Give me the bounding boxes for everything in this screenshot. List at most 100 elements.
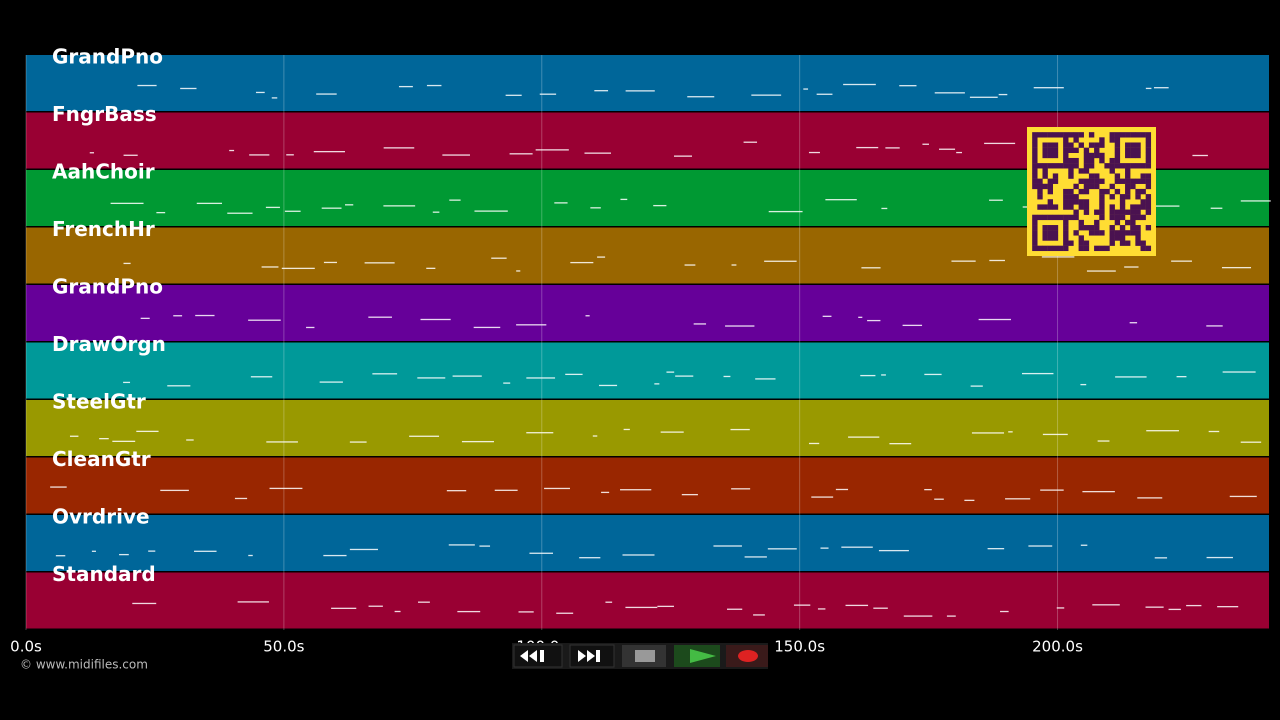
qr-module: [1047, 183, 1053, 190]
stop-icon: [635, 650, 655, 662]
qr-module: [1109, 132, 1115, 138]
qr-module: [1140, 214, 1146, 221]
qr-module: [1052, 235, 1059, 241]
note: [817, 608, 826, 610]
rewind-button[interactable]: [513, 644, 563, 668]
qr-module: [1109, 235, 1115, 241]
play-button[interactable]: [674, 645, 720, 667]
track-row: [26, 400, 1269, 456]
forward-button[interactable]: [569, 644, 615, 668]
qr-module: [1135, 204, 1141, 210]
note: [820, 547, 829, 549]
qr-module: [1032, 132, 1038, 138]
qr-module: [1037, 204, 1043, 210]
note: [597, 256, 606, 258]
note: [622, 554, 655, 556]
stop-button[interactable]: [622, 645, 666, 667]
track-label: GrandPno: [52, 275, 163, 299]
qr-module: [1078, 199, 1084, 205]
note: [924, 488, 932, 491]
qr-module: [1109, 225, 1115, 231]
qr-module: [1047, 235, 1053, 241]
track-label: DrawOrgn: [52, 332, 166, 356]
qr-module: [1094, 225, 1100, 231]
note: [727, 608, 743, 610]
qr-module: [1140, 245, 1146, 252]
qr-module: [1052, 225, 1059, 231]
note: [808, 442, 820, 445]
note: [316, 93, 337, 95]
qr-module: [1037, 245, 1043, 252]
qr-module: [1109, 183, 1115, 190]
qr-module: [1068, 188, 1074, 195]
note: [345, 204, 354, 206]
qr-module: [1068, 168, 1074, 174]
qr-module: [1140, 173, 1146, 179]
qr-module: [1057, 245, 1064, 252]
qr-module: [1083, 225, 1090, 231]
qr-module: [1083, 147, 1090, 153]
note: [321, 207, 342, 209]
qr-module: [1135, 214, 1141, 221]
rewind-button-bg[interactable]: [513, 644, 563, 668]
note: [1040, 489, 1064, 491]
note: [394, 610, 401, 613]
note: [364, 262, 395, 264]
note: [473, 326, 501, 329]
qr-module: [1073, 163, 1079, 169]
qr-module: [1104, 163, 1110, 169]
qr-module: [1052, 132, 1059, 138]
note: [978, 318, 1011, 321]
note: [861, 267, 881, 269]
note: [873, 607, 888, 609]
note: [457, 610, 481, 613]
qr-module: [1083, 157, 1090, 164]
qr-module: [1135, 132, 1141, 138]
note: [229, 149, 235, 152]
note: [313, 150, 345, 153]
note: [516, 324, 547, 326]
qr-module: [1135, 163, 1141, 169]
note: [1171, 260, 1192, 262]
qr-module: [1130, 132, 1136, 138]
note: [505, 94, 522, 96]
note: [848, 436, 880, 438]
qr-module: [1135, 209, 1141, 215]
qr-module: [1063, 142, 1069, 148]
qr-module: [1145, 147, 1152, 153]
note: [889, 443, 912, 445]
note: [535, 149, 569, 151]
note: [91, 550, 96, 552]
qr-module: [1130, 142, 1136, 148]
tick-label: 50.0s: [263, 638, 304, 656]
record-button[interactable]: [726, 645, 768, 667]
record-icon: [738, 650, 758, 662]
note: [585, 315, 590, 317]
note: [123, 154, 138, 156]
note: [156, 211, 166, 214]
note: [934, 92, 965, 94]
note: [989, 259, 1005, 262]
qr-module: [1063, 188, 1069, 195]
qr-module: [1083, 188, 1090, 195]
qr-module: [1037, 163, 1043, 169]
note: [1145, 87, 1152, 90]
note: [383, 147, 415, 149]
qr-module: [1114, 214, 1121, 221]
qr-module: [1130, 204, 1136, 210]
note: [1000, 610, 1009, 613]
qr-module: [1032, 152, 1038, 159]
qr-module: [1145, 137, 1152, 143]
note: [452, 375, 482, 377]
qr-module: [1042, 147, 1048, 153]
qr-module: [1063, 230, 1069, 236]
note: [1008, 431, 1013, 433]
note: [349, 548, 378, 551]
qr-module: [1094, 173, 1100, 179]
note: [899, 85, 917, 87]
note: [825, 199, 857, 201]
qr-module: [1094, 183, 1100, 190]
qr-module: [1047, 147, 1053, 153]
note: [856, 146, 879, 149]
qr-module: [1037, 214, 1043, 221]
